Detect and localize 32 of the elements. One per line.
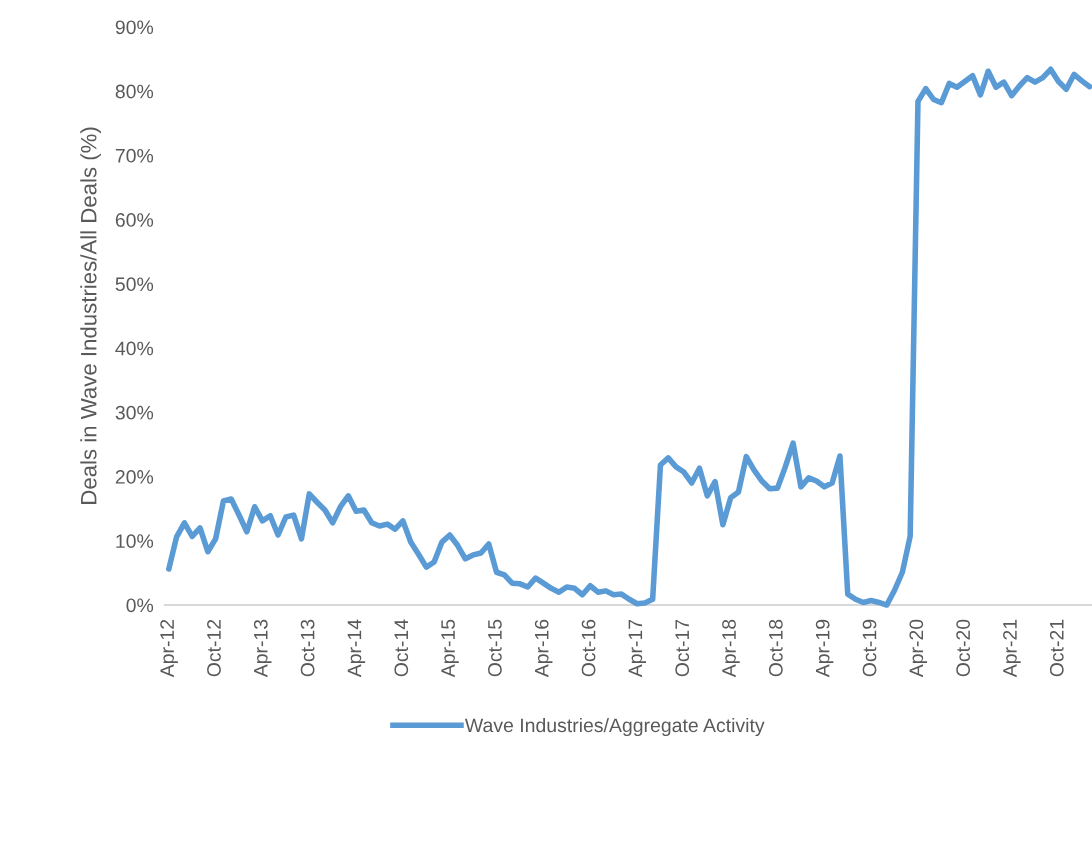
x-tick-label: Oct-17 [675,619,690,677]
x-tick-label: Apr-21 [1003,619,1021,678]
x-tick-label: Oct-13 [300,619,315,677]
x-tick-label: Oct-20 [956,619,971,677]
y-tick-label: 80% [115,84,154,99]
x-tick-label: Apr-16 [534,619,553,678]
x-tick-label: Apr-19 [815,619,834,678]
y-tick-label: 30% [115,405,154,420]
x-tick-label: Apr-12 [160,619,178,678]
x-tick-label: Apr-17 [628,619,647,678]
x-tick-label: Oct-21 [1049,619,1064,677]
x-tick-label: Oct-15 [488,619,502,677]
x-tick-label: Oct-12 [207,619,221,677]
x-tick-label: Oct-18 [768,619,783,677]
x-tick-label: Oct-19 [862,619,877,677]
x-tick-label: Apr-18 [722,619,740,678]
legend-label: Wave Industries/Aggregate Activity [464,717,765,737]
y-tick-label: 70% [115,148,154,163]
x-tick-label: Oct-14 [394,619,409,677]
y-tick-label: 20% [115,470,154,484]
y-axis-title: Deals in Wave Industries/All Deals (%) [80,127,101,504]
y-tick-label: 50% [115,277,154,292]
y-tick-label: 10% [116,534,154,549]
x-tick-label: Apr-13 [253,619,272,678]
x-tick-label: Apr-14 [347,619,366,678]
y-tick-label: 60% [115,213,154,227]
x-tick-label: Oct-16 [581,619,596,677]
x-tick-label: Apr-20 [909,619,928,678]
y-tick-label: 40% [115,341,154,356]
y-tick-label: 90% [115,20,154,35]
y-tick-label: 0% [126,598,154,613]
x-tick-label: Apr-15 [441,619,459,678]
